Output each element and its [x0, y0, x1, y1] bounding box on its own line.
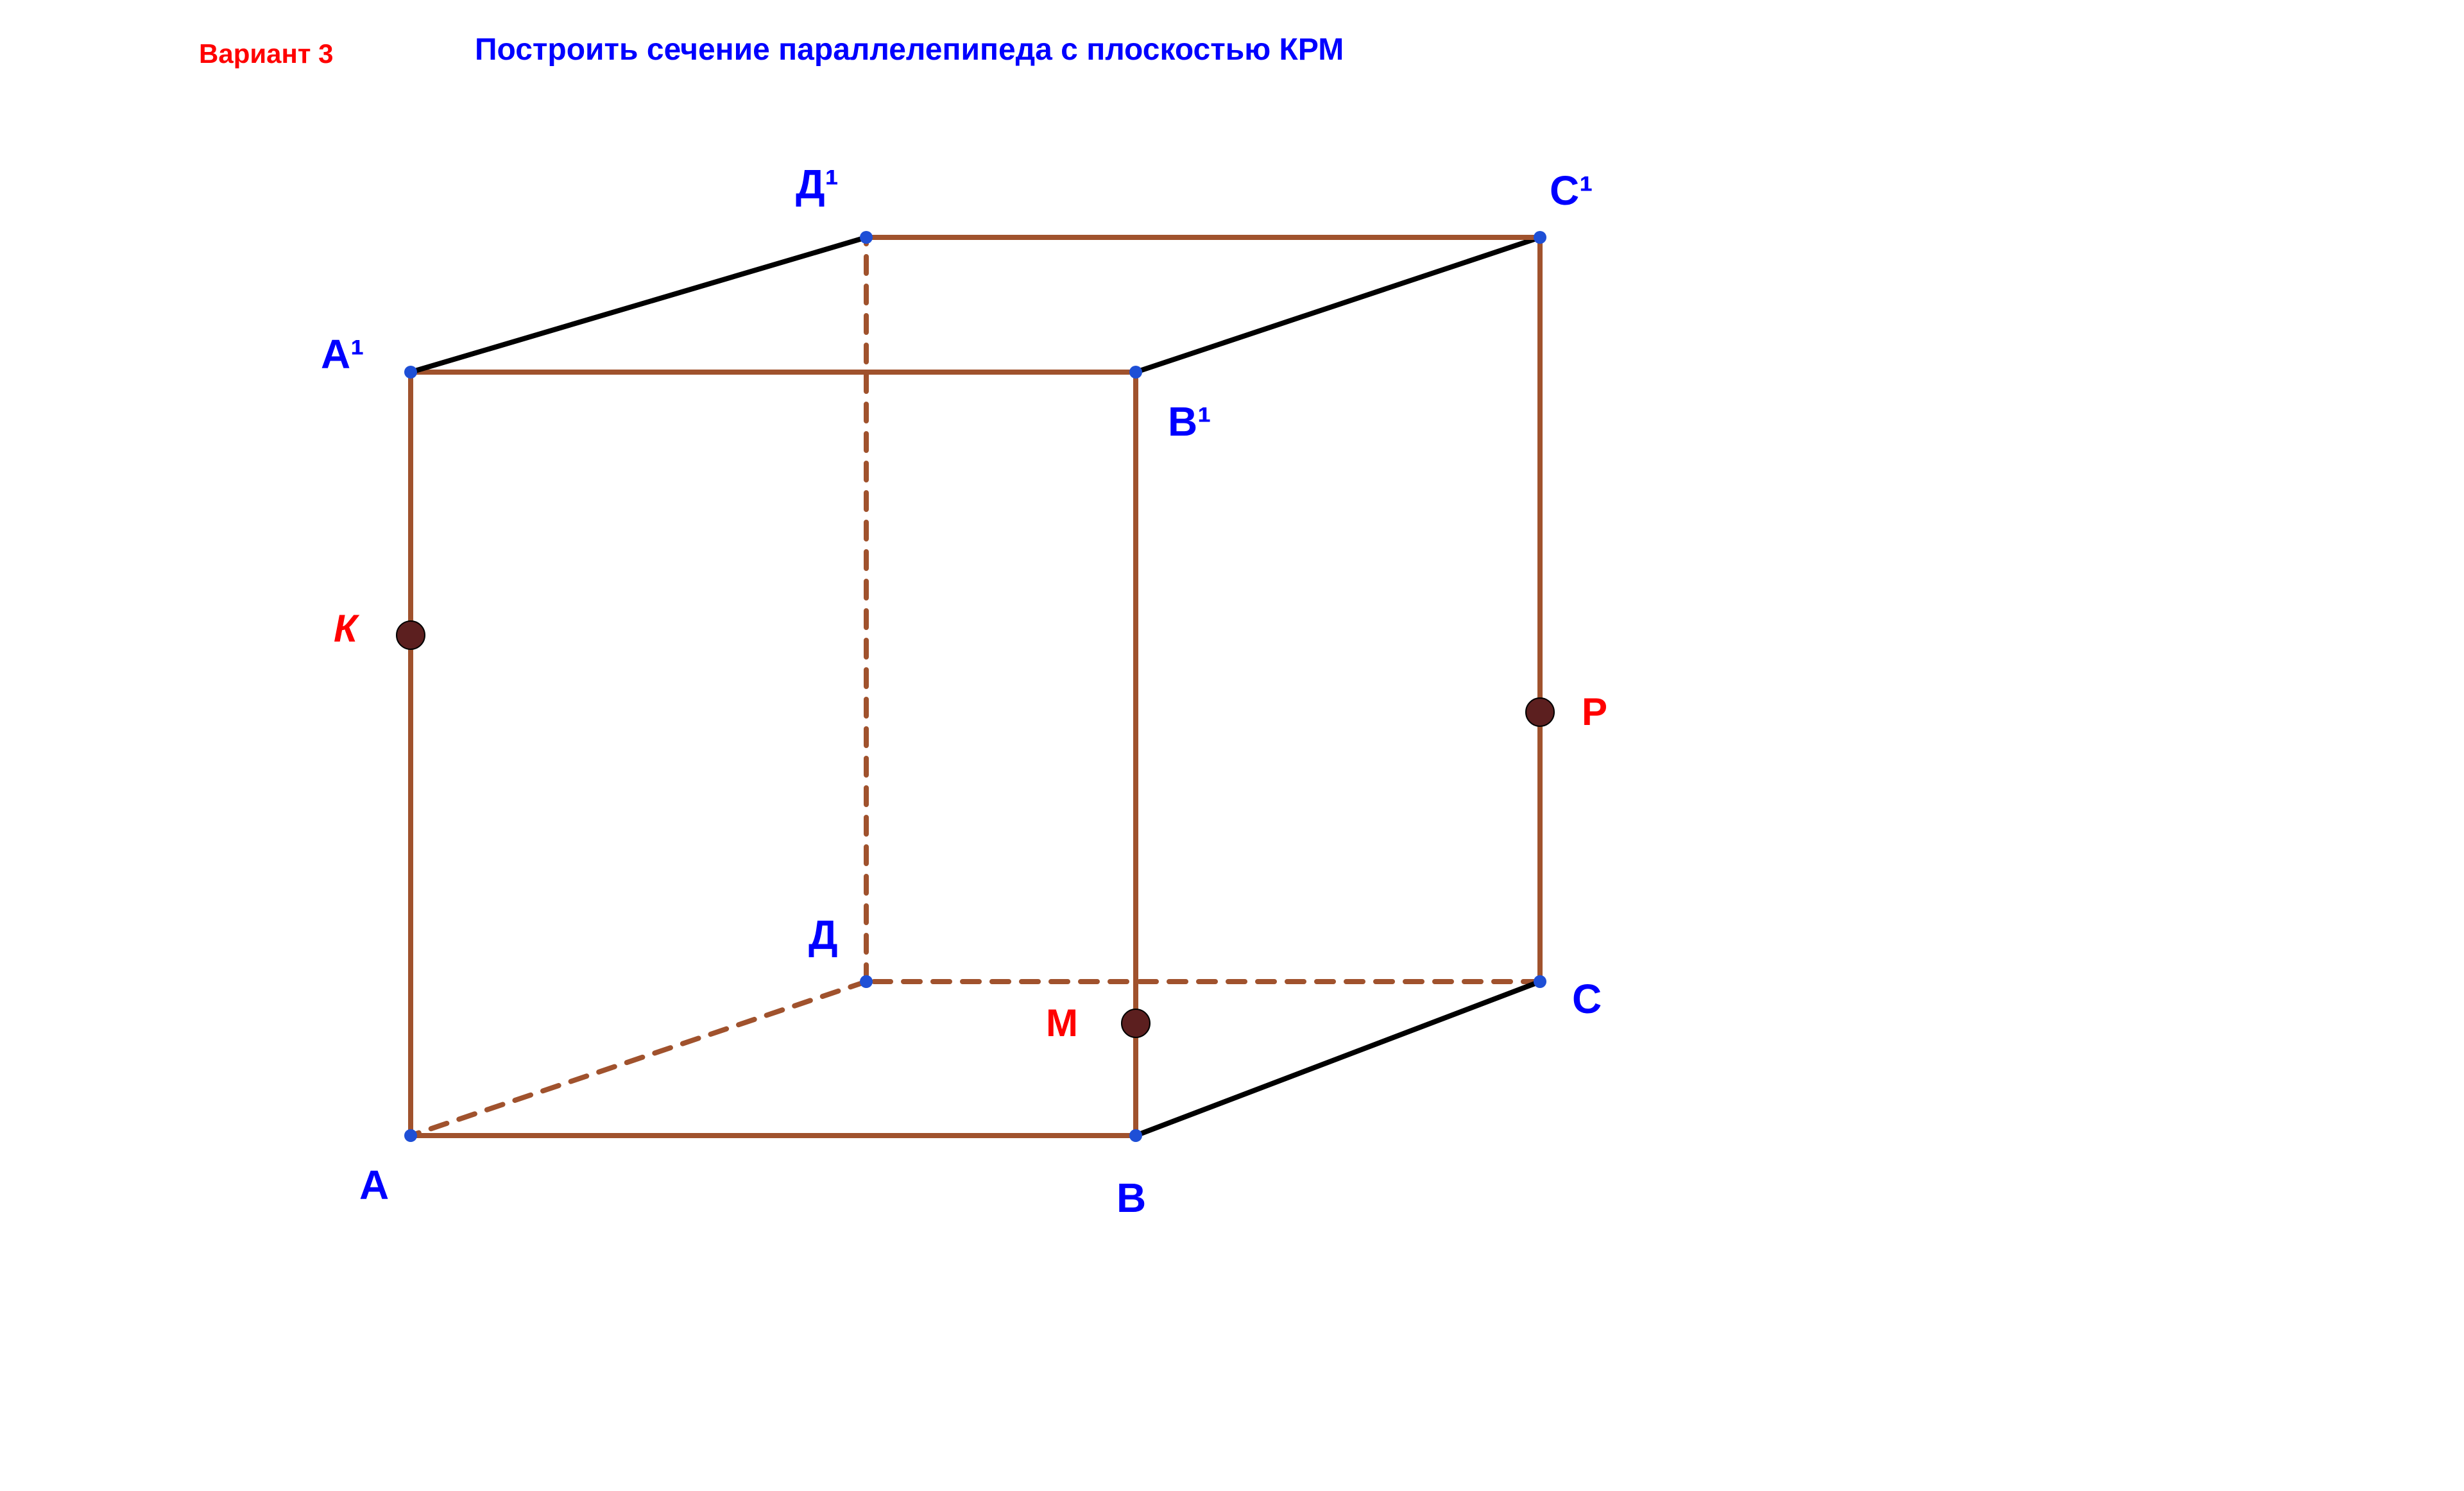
vertex-label-A1: А¹: [321, 330, 364, 378]
vertex-label-B1: В¹: [1168, 398, 1211, 445]
vertex-dot-A: [404, 1129, 417, 1142]
vertex-dot-B: [1129, 1129, 1142, 1142]
vertex-label-B: В: [1116, 1174, 1146, 1222]
section-label-P: Р: [1582, 690, 1607, 734]
vertex-dot-D: [860, 975, 873, 988]
vertex-dot-D1: [860, 231, 873, 244]
vertex-dot-A1: [404, 366, 417, 379]
edge: [411, 982, 866, 1136]
vertex-dot-C: [1534, 975, 1546, 988]
canvas: Вариант 3 Построить сечение параллелепип…: [0, 0, 2464, 1491]
vertex-label-A: А: [359, 1161, 389, 1209]
section-point-K: [397, 621, 425, 649]
vertex-label-D: Д: [809, 911, 838, 958]
section-point-P: [1526, 698, 1554, 726]
edge: [411, 237, 866, 372]
vertex-label-C1: С¹: [1550, 167, 1593, 214]
vertex-label-C: С: [1572, 975, 1602, 1023]
edge: [1136, 982, 1540, 1136]
section-point-M: [1122, 1009, 1150, 1037]
vertex-dot-C1: [1534, 231, 1546, 244]
section-label-M: М: [1046, 1001, 1078, 1045]
parallelepiped-diagram: [0, 0, 2464, 1491]
edge: [1136, 237, 1540, 372]
vertex-dot-B1: [1129, 366, 1142, 379]
vertex-label-D1: Д¹: [796, 160, 839, 208]
section-label-K: К: [334, 606, 357, 651]
